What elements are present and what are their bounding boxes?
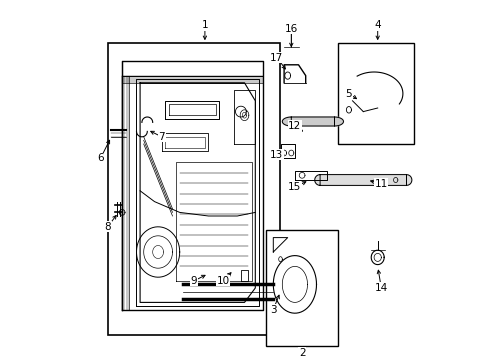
Text: 8: 8 [104, 222, 111, 232]
Text: 10: 10 [216, 276, 229, 286]
Text: 1: 1 [201, 20, 208, 30]
Text: 6: 6 [97, 153, 103, 163]
Bar [107, 43, 280, 335]
Text: 14: 14 [374, 283, 387, 293]
Text: 13: 13 [270, 150, 283, 160]
Text: 2: 2 [298, 348, 305, 358]
Bar [265, 230, 337, 346]
Text: 4: 4 [374, 20, 380, 30]
Bar [337, 43, 413, 144]
Text: 15: 15 [288, 182, 301, 192]
Text: 3: 3 [269, 305, 276, 315]
Polygon shape [314, 175, 411, 185]
Text: 9: 9 [190, 276, 197, 286]
Text: 12: 12 [288, 121, 301, 131]
Text: 5: 5 [345, 89, 351, 99]
Polygon shape [282, 117, 343, 126]
Text: 11: 11 [374, 179, 387, 189]
Text: 7: 7 [158, 132, 164, 142]
Text: 17: 17 [270, 53, 283, 63]
Text: 16: 16 [284, 24, 297, 34]
